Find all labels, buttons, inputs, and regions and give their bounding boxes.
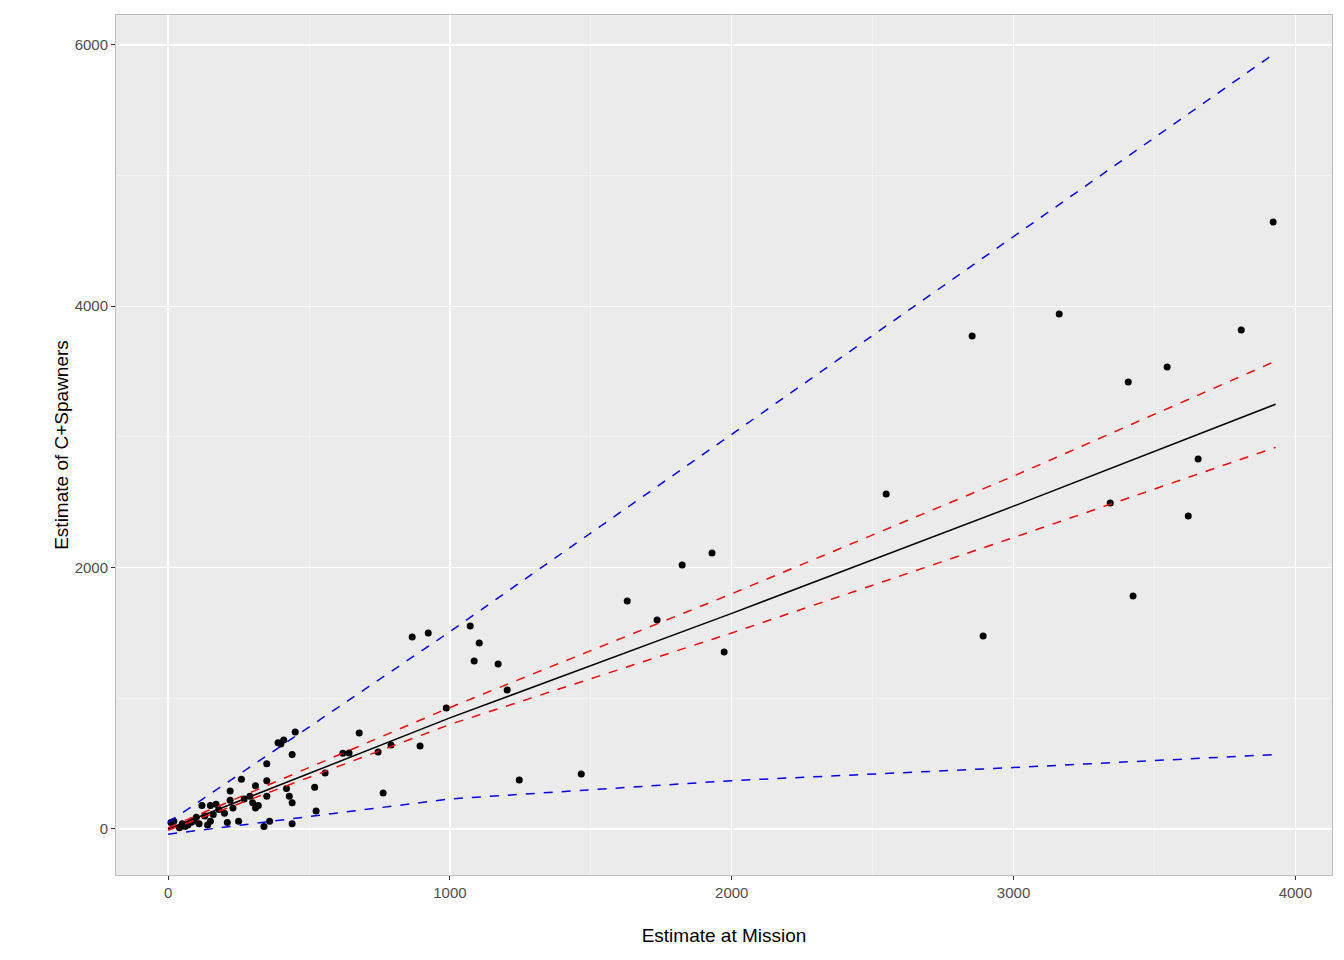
svg-text:3000: 3000 [997, 884, 1030, 901]
svg-text:4000: 4000 [75, 297, 108, 314]
svg-text:4000: 4000 [1279, 884, 1312, 901]
svg-text:0: 0 [164, 884, 172, 901]
svg-text:2000: 2000 [715, 884, 748, 901]
svg-text:1000: 1000 [433, 884, 466, 901]
svg-text:2000: 2000 [75, 559, 108, 576]
svg-text:Estimate at Mission: Estimate at Mission [642, 925, 807, 946]
svg-text:Estimate of C+Spawners: Estimate of C+Spawners [51, 340, 72, 550]
svg-text:6000: 6000 [75, 36, 108, 53]
svg-text:0: 0 [100, 820, 108, 837]
